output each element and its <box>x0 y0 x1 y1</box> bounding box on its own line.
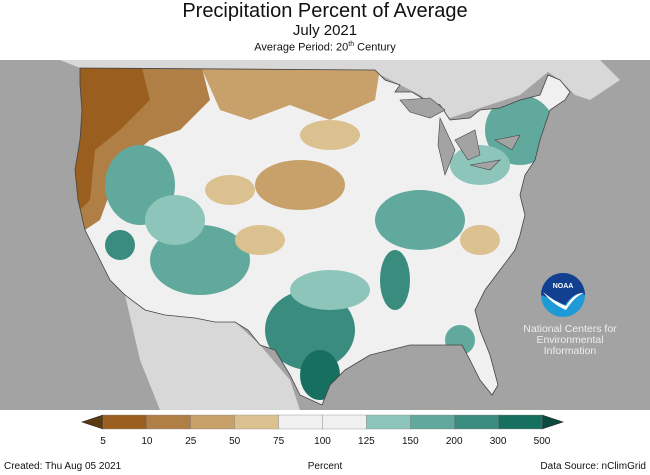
legend-bin <box>454 414 499 430</box>
svg-text:NOAA: NOAA <box>553 283 574 290</box>
great-lakes <box>399 97 521 176</box>
ncei-label: National Centers for Environmental Informa… <box>523 323 617 357</box>
mexico <box>125 295 300 410</box>
legend-tick: 125 <box>358 436 375 447</box>
legend-bin <box>102 414 148 430</box>
legend-tick: 25 <box>185 436 197 447</box>
legend-bin <box>322 414 367 430</box>
canada <box>60 60 620 118</box>
legend-tick: 500 <box>533 436 551 447</box>
legend-bin <box>278 414 323 430</box>
legend-tick: 100 <box>314 436 331 447</box>
legend-tick: 300 <box>489 436 507 447</box>
legend-tick: 75 <box>273 436 285 447</box>
average-period: Average Period: 20th Century <box>254 41 396 54</box>
legend-bin <box>497 414 543 430</box>
legend-tick: 50 <box>229 436 241 447</box>
legend-bin <box>410 414 455 430</box>
legend-bin <box>146 414 191 430</box>
map-title: Precipitation Percent of Average <box>182 0 468 22</box>
data-source: Data Source: nClimGrid <box>540 461 646 472</box>
legend-bin <box>234 414 279 430</box>
legend-tick: 150 <box>401 436 419 447</box>
created-date: Created: Thu Aug 05 2021 <box>4 461 122 472</box>
legend-tick: 10 <box>141 436 153 447</box>
noaa-logo: NOAA <box>541 273 585 317</box>
map-subtitle: July 2021 <box>292 22 358 39</box>
legend-tick: 5 <box>100 436 106 447</box>
precipitation-field <box>75 68 570 405</box>
color-legend <box>81 414 564 430</box>
precipitation-map: NOAA <box>0 60 650 410</box>
legend-above-arrow <box>541 414 564 430</box>
legend-bin <box>366 414 411 430</box>
legend-bin <box>190 414 235 430</box>
legend-tick: 200 <box>445 436 463 447</box>
legend-label: Percent <box>307 461 343 472</box>
legend-below-arrow <box>81 414 104 430</box>
